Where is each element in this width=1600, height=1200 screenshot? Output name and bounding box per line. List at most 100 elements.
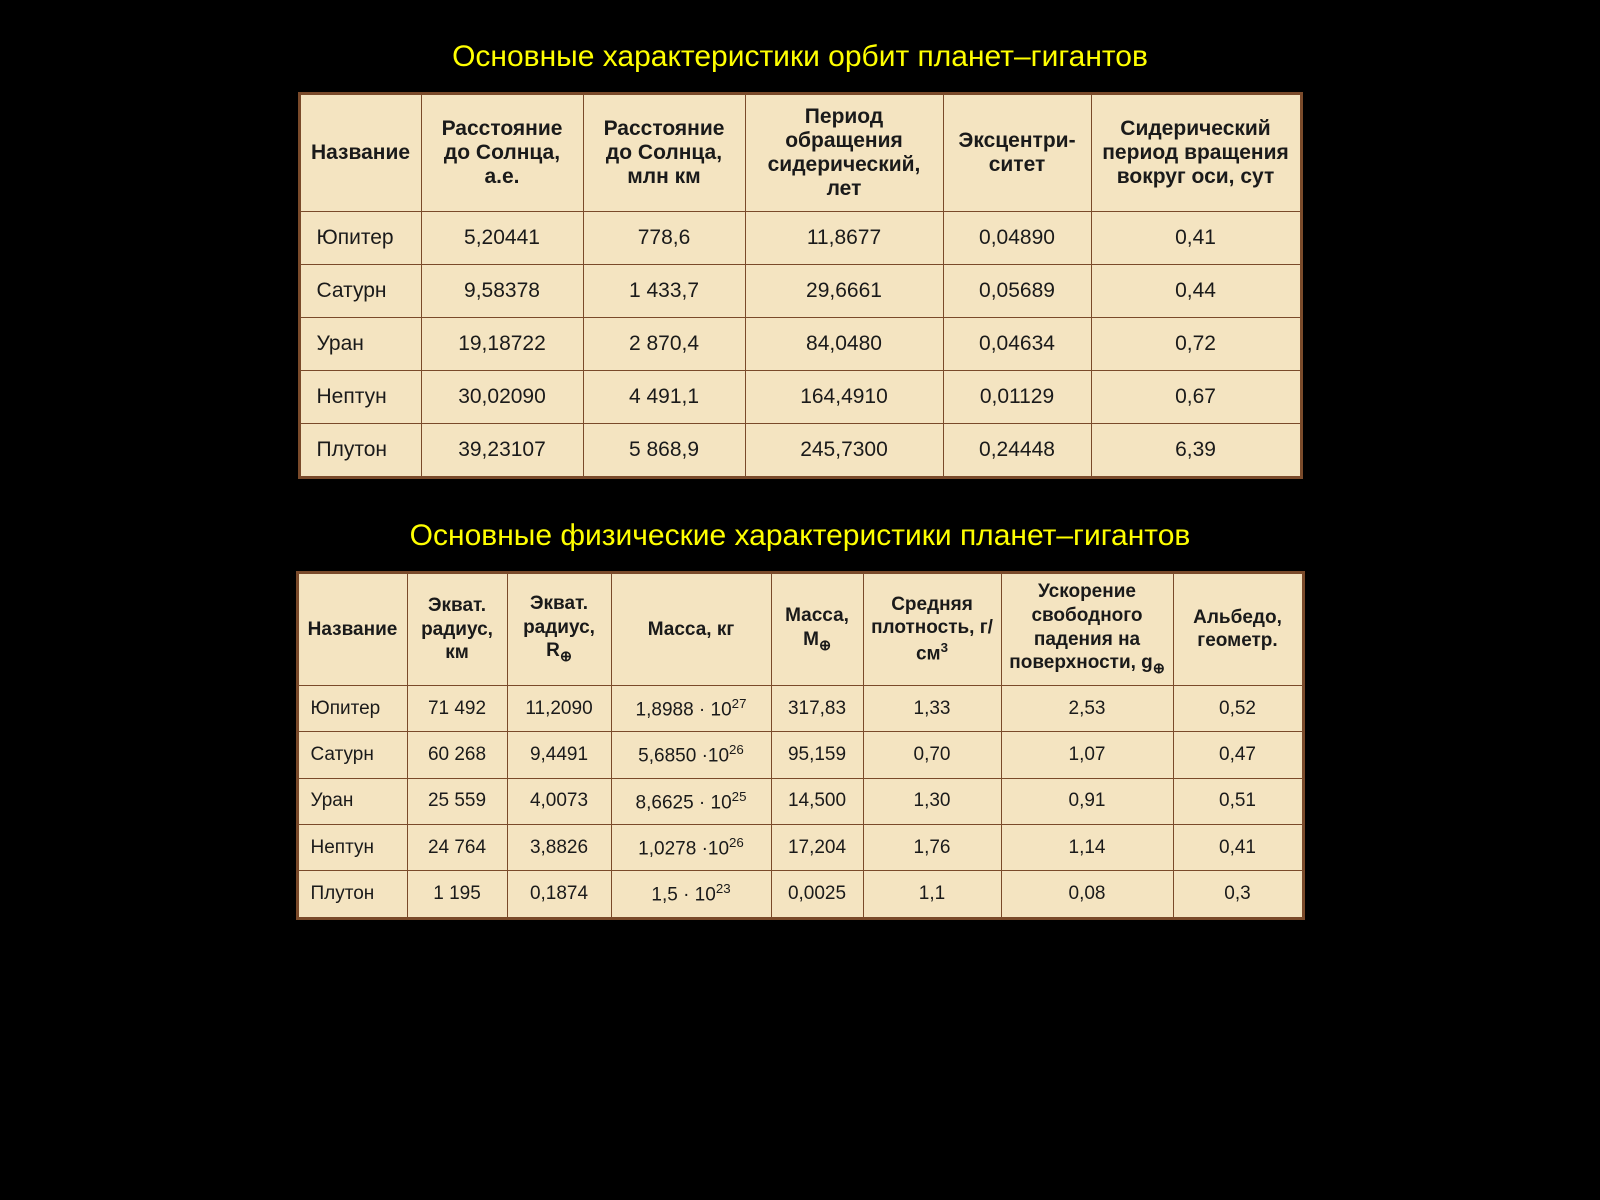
- table-cell: 11,8677: [745, 212, 943, 265]
- table-cell: 6,39: [1091, 424, 1301, 478]
- table-cell: 1,8988 · 1027: [611, 685, 771, 731]
- table-cell: 1,07: [1001, 732, 1173, 778]
- table-cell: 0,0025: [771, 871, 863, 918]
- table-cell: 0,04890: [943, 212, 1091, 265]
- table-cell: 164,4910: [745, 371, 943, 424]
- table-cell: 4,0073: [507, 778, 611, 824]
- table-cell: 95,159: [771, 732, 863, 778]
- table-cell: 1,1: [863, 871, 1001, 918]
- table-cell: Юпитер: [299, 212, 421, 265]
- col-header: Расстояние до Солнца, а.е.: [421, 94, 583, 212]
- table-cell: 24 764: [407, 824, 507, 870]
- table-cell: 0,67: [1091, 371, 1301, 424]
- table-row: Плутон39,231075 868,9245,73000,244486,39: [299, 424, 1301, 478]
- table-row: Сатурн9,583781 433,729,66610,056890,44: [299, 265, 1301, 318]
- table-header-row: Название Расстояние до Солнца, а.е. Расс…: [299, 94, 1301, 212]
- col-header: Экват. радиус, R⊕: [507, 573, 611, 686]
- table-cell: 8,6625 · 1025: [611, 778, 771, 824]
- table-cell: Сатурн: [297, 732, 407, 778]
- table-cell: 0,08: [1001, 871, 1173, 918]
- orbit-table-title: Основные характеристики орбит планет–гиг…: [452, 40, 1148, 74]
- table-cell: 0,41: [1173, 824, 1303, 870]
- physical-table-title: Основные физические характеристики плане…: [410, 519, 1191, 553]
- table-cell: 0,1874: [507, 871, 611, 918]
- table-cell: Уран: [297, 778, 407, 824]
- table-cell: Плутон: [297, 871, 407, 918]
- table-cell: 1 433,7: [583, 265, 745, 318]
- table-cell: 0,41: [1091, 212, 1301, 265]
- table-cell: 0,52: [1173, 685, 1303, 731]
- col-header: Сидерический период вращения вокруг оси,…: [1091, 94, 1301, 212]
- table-cell: Нептун: [297, 824, 407, 870]
- col-header: Название: [299, 94, 421, 212]
- physical-section: Основные физические характеристики плане…: [0, 519, 1600, 920]
- table-row: Юпитер71 49211,20901,8988 · 1027317,831,…: [297, 685, 1303, 731]
- table-cell: 3,8826: [507, 824, 611, 870]
- table-cell: 1,0278 ·1026: [611, 824, 771, 870]
- table-cell: 5,20441: [421, 212, 583, 265]
- table-cell: 317,83: [771, 685, 863, 731]
- table-cell: 0,51: [1173, 778, 1303, 824]
- table-cell: 71 492: [407, 685, 507, 731]
- table-cell: 0,44: [1091, 265, 1301, 318]
- table-cell: 245,7300: [745, 424, 943, 478]
- orbit-section: Основные характеристики орбит планет–гиг…: [0, 40, 1600, 479]
- table-cell: 1,33: [863, 685, 1001, 731]
- table-row: Уран25 5594,00738,6625 · 102514,5001,300…: [297, 778, 1303, 824]
- table-cell: 1,14: [1001, 824, 1173, 870]
- table-cell: 25 559: [407, 778, 507, 824]
- table-row: Нептун24 7643,88261,0278 ·102617,2041,76…: [297, 824, 1303, 870]
- table-cell: 778,6: [583, 212, 745, 265]
- table-cell: 30,02090: [421, 371, 583, 424]
- table-cell: 0,91: [1001, 778, 1173, 824]
- col-header: Название: [297, 573, 407, 686]
- table-cell: 60 268: [407, 732, 507, 778]
- orbit-table: Название Расстояние до Солнца, а.е. Расс…: [298, 92, 1303, 479]
- table-cell: 1,76: [863, 824, 1001, 870]
- table-row: Нептун30,020904 491,1164,49100,011290,67: [299, 371, 1301, 424]
- table-cell: 1,5 · 1023: [611, 871, 771, 918]
- table-cell: 1,30: [863, 778, 1001, 824]
- table-cell: 0,04634: [943, 318, 1091, 371]
- table-cell: 14,500: [771, 778, 863, 824]
- table-cell: 11,2090: [507, 685, 611, 731]
- table-cell: Сатурн: [299, 265, 421, 318]
- table-cell: 4 491,1: [583, 371, 745, 424]
- table-header-row: Название Экват. радиус, км Экват. радиус…: [297, 573, 1303, 686]
- table-cell: 0,70: [863, 732, 1001, 778]
- table-cell: Нептун: [299, 371, 421, 424]
- table-cell: Уран: [299, 318, 421, 371]
- table-cell: 39,23107: [421, 424, 583, 478]
- table-cell: 17,204: [771, 824, 863, 870]
- table-cell: 1 195: [407, 871, 507, 918]
- col-header: Экват. радиус, км: [407, 573, 507, 686]
- table-cell: 84,0480: [745, 318, 943, 371]
- table-cell: 29,6661: [745, 265, 943, 318]
- col-header: Альбедо, геометр.: [1173, 573, 1303, 686]
- table-cell: 2 870,4: [583, 318, 745, 371]
- table-row: Уран19,187222 870,484,04800,046340,72: [299, 318, 1301, 371]
- table-cell: 0,24448: [943, 424, 1091, 478]
- col-header: Эксцентри-ситет: [943, 94, 1091, 212]
- table-cell: 2,53: [1001, 685, 1173, 731]
- table-cell: Плутон: [299, 424, 421, 478]
- table-cell: 0,01129: [943, 371, 1091, 424]
- physical-table: Название Экват. радиус, км Экват. радиус…: [296, 571, 1305, 920]
- table-cell: 0,47: [1173, 732, 1303, 778]
- table-cell: Юпитер: [297, 685, 407, 731]
- table-cell: 9,4491: [507, 732, 611, 778]
- table-cell: 5,6850 ·1026: [611, 732, 771, 778]
- col-header: Расстояние до Солнца, млн км: [583, 94, 745, 212]
- col-header: Средняя плотность, г/см3: [863, 573, 1001, 686]
- table-cell: 0,05689: [943, 265, 1091, 318]
- table-row: Сатурн60 2689,44915,6850 ·102695,1590,70…: [297, 732, 1303, 778]
- table-cell: 9,58378: [421, 265, 583, 318]
- table-row: Плутон1 1950,18741,5 · 10230,00251,10,08…: [297, 871, 1303, 918]
- table-cell: 19,18722: [421, 318, 583, 371]
- table-cell: 0,72: [1091, 318, 1301, 371]
- col-header: Масса, кг: [611, 573, 771, 686]
- col-header: Ускорение свободного падения на поверхно…: [1001, 573, 1173, 686]
- col-header: Период обращения сидерический, лет: [745, 94, 943, 212]
- col-header: Масса, M⊕: [771, 573, 863, 686]
- table-cell: 5 868,9: [583, 424, 745, 478]
